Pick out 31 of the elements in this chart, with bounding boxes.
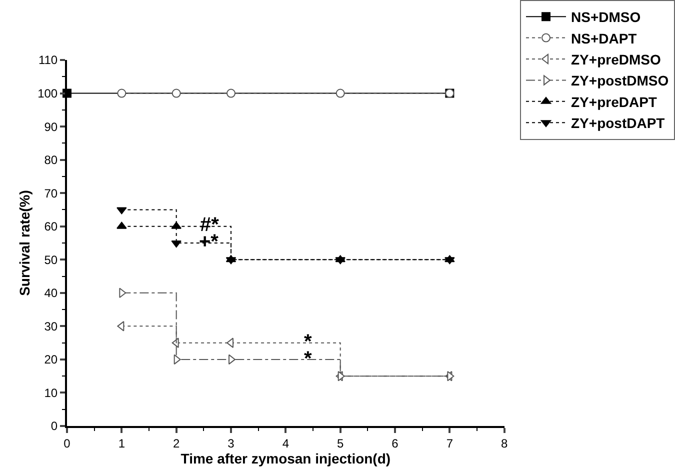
x-axis-title: Time after zymosan injection(d) bbox=[180, 450, 391, 466]
legend-label: ZY+preDAPT bbox=[571, 94, 658, 110]
y-tick-label: 30 bbox=[44, 319, 58, 334]
legend-label: ZY+postDAPT bbox=[571, 115, 666, 132]
y-tick-label: 70 bbox=[44, 186, 58, 200]
y-tick-label: 0 bbox=[50, 419, 58, 434]
y-tick-label: 100 bbox=[38, 86, 58, 100]
y-tick-label: 50 bbox=[44, 252, 58, 267]
y-tick-label: 20 bbox=[44, 352, 58, 367]
y-tick-label: 110 bbox=[38, 53, 58, 68]
y-tick-label: 60 bbox=[44, 220, 58, 234]
annotation: * bbox=[304, 348, 312, 370]
x-tick-label: 0 bbox=[64, 436, 71, 450]
legend-label: ZY+preDMSO bbox=[571, 51, 661, 68]
annotation: +* bbox=[199, 231, 219, 253]
legend-label: NS+DAPT bbox=[571, 30, 638, 46]
x-tick-label: 7 bbox=[446, 436, 454, 450]
y-tick-label: 10 bbox=[44, 386, 58, 400]
legend-label: NS+DMSO bbox=[571, 9, 641, 26]
x-tick-label: 2 bbox=[172, 436, 180, 450]
y-axis-title: Survival rate(%) bbox=[16, 190, 33, 296]
x-tick-label: 5 bbox=[336, 436, 344, 450]
x-tick-label: 1 bbox=[118, 436, 126, 450]
x-tick-label: 4 bbox=[282, 436, 290, 450]
y-tick-label: 40 bbox=[44, 286, 58, 300]
y-tick-label: 80 bbox=[44, 153, 58, 168]
x-tick-label: 6 bbox=[392, 436, 399, 450]
x-tick-label: 8 bbox=[500, 436, 508, 450]
y-tick-label: 90 bbox=[44, 120, 58, 134]
x-tick-label: 3 bbox=[228, 436, 235, 450]
legend-label: ZY+postDMSO bbox=[571, 72, 669, 89]
